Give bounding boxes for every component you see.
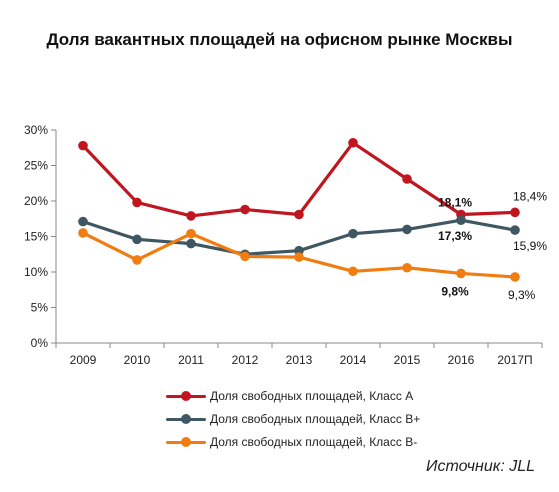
x-tick-label: 2009	[70, 353, 97, 367]
y-tick-label: 5%	[31, 301, 49, 315]
data-point-series-0	[294, 209, 304, 220]
data-point-series-2	[240, 251, 250, 262]
y-tick-label: 20%	[24, 194, 48, 208]
data-label: 9,8%	[441, 284, 469, 298]
legend: Доля свободных площадей, Класс А Доля св…	[166, 384, 420, 453]
data-point-series-2	[348, 266, 358, 277]
x-tick-label: 2010	[124, 353, 151, 367]
data-point-series-1	[78, 216, 88, 227]
chart-title: Доля вакантных площадей на офисном рынке…	[46, 30, 513, 49]
data-point-series-1	[132, 234, 142, 245]
x-tick-label: 2012	[232, 353, 259, 367]
data-point-series-0	[510, 207, 520, 218]
legend-swatch-class-b-plus	[166, 412, 206, 426]
data-point-series-1	[186, 238, 196, 249]
y-tick-label: 0%	[31, 336, 49, 350]
x-tick-label: 2013	[286, 353, 313, 367]
data-point-series-2	[456, 268, 466, 279]
data-label: 18,1%	[438, 195, 472, 209]
y-tick-label: 25%	[24, 159, 48, 173]
data-label: 15,9%	[513, 239, 547, 253]
legend-label-class-b-minus: Доля свободных площадей, Класс В-	[210, 434, 418, 449]
data-point-series-0	[402, 174, 412, 184]
y-tick-label: 15%	[24, 230, 48, 244]
x-tick-label: 2017П	[497, 353, 532, 367]
data-label: 18,4%	[513, 189, 547, 203]
legend-label-class-b-plus: Доля свободных площадей, Класс В+	[210, 411, 421, 426]
data-point-series-0	[132, 197, 142, 208]
x-tick-label: 2016	[448, 353, 475, 367]
data-point-series-0	[240, 204, 250, 215]
x-tick-label: 2015	[394, 353, 421, 367]
x-tick-label: 2014	[340, 353, 367, 367]
data-point-series-2	[510, 272, 520, 282]
legend-item-class-a: Доля свободных площадей, Класс А	[166, 384, 420, 407]
data-point-series-0	[348, 137, 358, 148]
y-tick-label: 10%	[24, 265, 48, 279]
legend-label-class-a: Доля свободных площадей, Класс А	[210, 388, 414, 403]
legend-item-class-b-minus: Доля свободных площадей, Класс В-	[166, 430, 420, 453]
legend-swatch-class-a	[166, 389, 206, 403]
data-point-series-1	[510, 225, 520, 235]
data-point-series-0	[78, 140, 88, 151]
data-point-series-0	[186, 211, 196, 221]
y-tick-label: 30%	[24, 123, 48, 137]
data-point-series-2	[402, 262, 412, 273]
legend-item-class-b-plus: Доля свободных площадей, Класс В+	[166, 407, 420, 430]
data-point-series-1	[348, 228, 358, 239]
data-point-series-2	[294, 252, 304, 262]
data-label: 17,3%	[438, 229, 472, 243]
data-label: 9,3%	[508, 288, 536, 302]
source-note: Источник: JLL	[426, 458, 535, 475]
data-point-series-1	[456, 215, 466, 225]
data-point-series-2	[78, 228, 88, 238]
data-point-series-2	[132, 255, 142, 265]
data-point-series-2	[186, 228, 196, 239]
data-point-series-1	[402, 224, 412, 235]
x-tick-label: 2011	[178, 353, 204, 367]
legend-swatch-class-b-minus	[166, 435, 206, 449]
